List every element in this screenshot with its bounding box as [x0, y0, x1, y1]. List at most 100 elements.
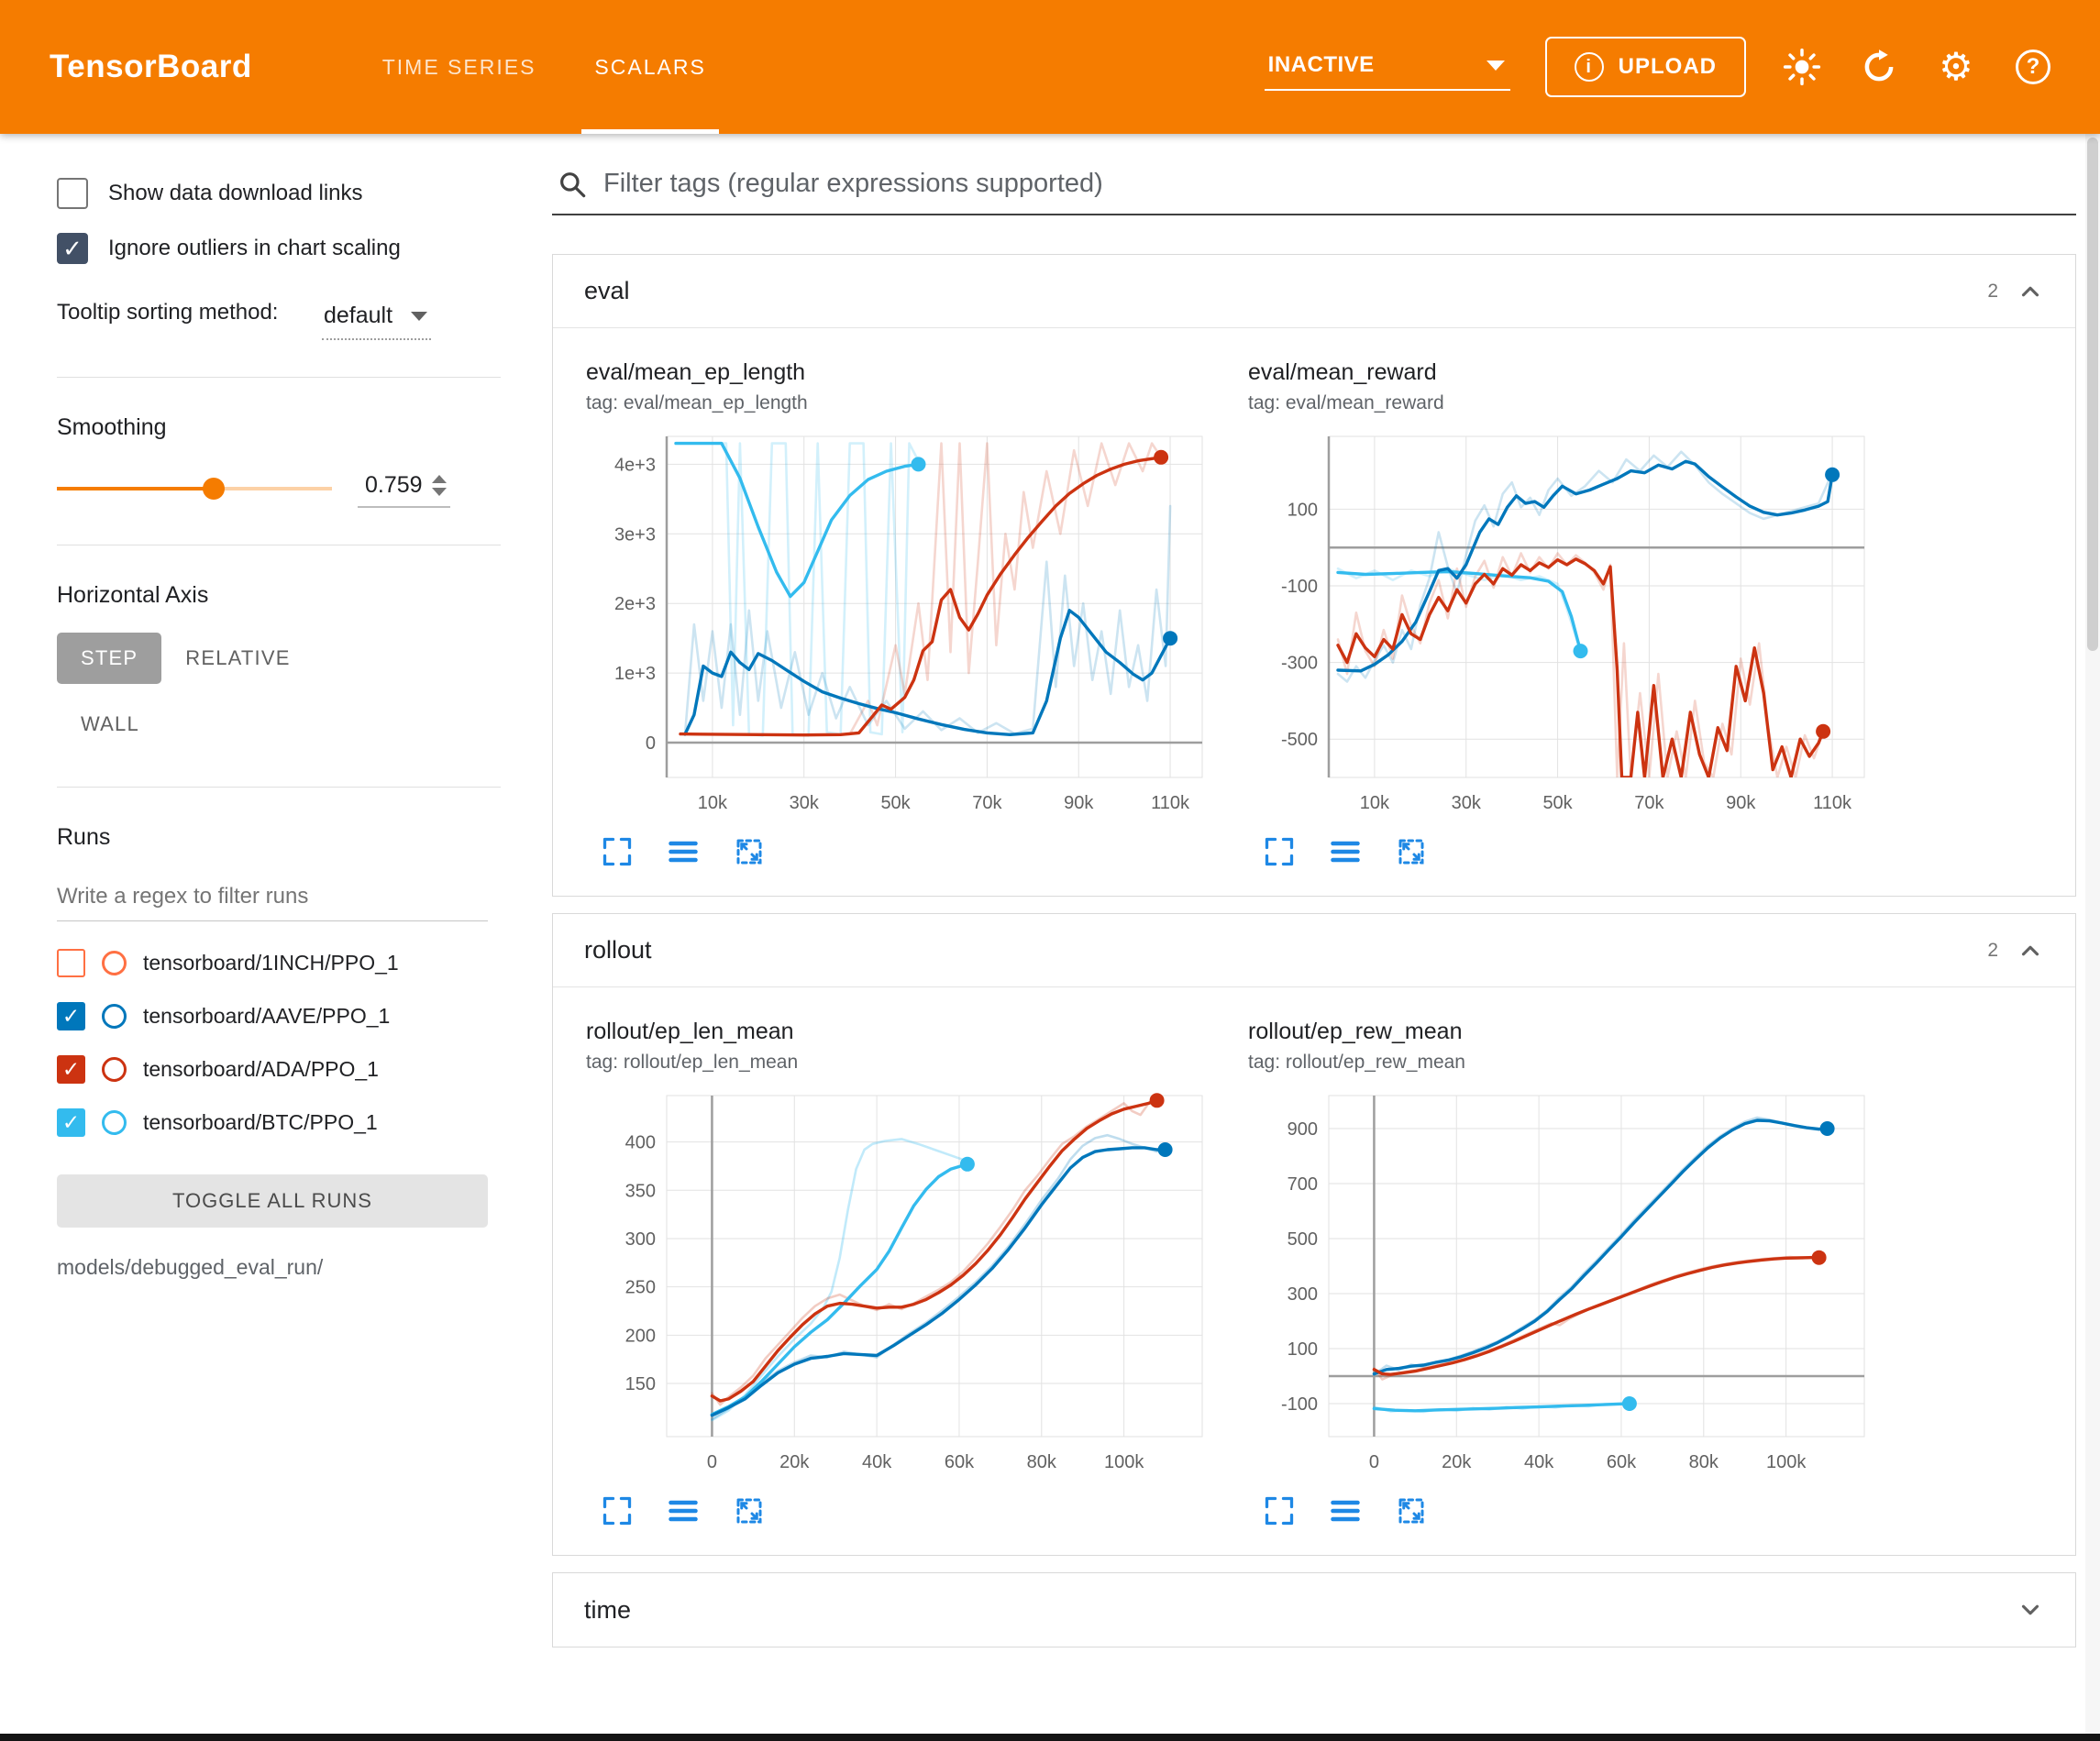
show-download-links-label: Show data download links	[108, 181, 363, 205]
run-color-ring-icon	[102, 1057, 127, 1082]
info-icon: i	[1574, 52, 1604, 82]
svg-text:60k: 60k	[1607, 1452, 1637, 1472]
run-item-aave[interactable]: ✓ tensorboard/AAVE/PPO_1	[57, 1002, 515, 1030]
svg-text:4e+3: 4e+3	[614, 455, 656, 475]
ignore-outliers-checkbox[interactable]: ✓	[57, 233, 88, 264]
run-color-ring-icon	[102, 1110, 127, 1135]
brightness-icon[interactable]	[1781, 46, 1823, 88]
app-header: TensorBoard TIME SERIES SCALARS INACTIVE…	[0, 0, 2100, 134]
fullscreen-icon[interactable]	[601, 835, 634, 868]
main-panel: eval 2 eval/mean_ep_length tag: eval/mea…	[543, 134, 2100, 1734]
run-checkbox[interactable]: ✓	[57, 1055, 85, 1084]
run-checkbox[interactable]	[57, 949, 85, 977]
chevron-up-icon[interactable]	[2017, 937, 2044, 964]
runs-label: Runs	[57, 824, 111, 850]
chevron-down-icon[interactable]	[2017, 1596, 2044, 1624]
section-rollout-header[interactable]: rollout 2	[553, 914, 2075, 987]
refresh-icon[interactable]	[1858, 46, 1900, 88]
chart-title: eval/mean_reward	[1248, 359, 1437, 385]
svg-text:500: 500	[1288, 1229, 1318, 1250]
filter-tags-input[interactable]	[603, 169, 2072, 199]
svg-text:100k: 100k	[1104, 1452, 1144, 1472]
section-count-badge: 2	[1987, 280, 1998, 302]
upload-button[interactable]: i UPLOAD	[1544, 37, 1746, 97]
line-chart[interactable]: 100 -100 -300 -500 10k 30k 50k 70k 90k 110k	[1248, 425, 1884, 820]
smoothing-slider[interactable]	[57, 472, 332, 505]
section-card-time: time	[552, 1572, 2076, 1647]
line-chart[interactable]: -100 100 300 500 700 900 0 20k 40k 60k 80k 100k	[1248, 1085, 1884, 1479]
section-time-header[interactable]: time	[553, 1573, 2075, 1647]
svg-text:90k: 90k	[1064, 793, 1094, 813]
svg-text:700: 700	[1288, 1174, 1318, 1195]
divider	[57, 787, 501, 788]
svg-text:100k: 100k	[1766, 1452, 1807, 1472]
fit-domain-icon[interactable]	[1395, 835, 1428, 868]
toggle-all-runs-button[interactable]: TOGGLE ALL RUNS	[57, 1174, 488, 1228]
data-table-icon[interactable]	[1329, 1494, 1362, 1527]
axis-relative-button[interactable]: RELATIVE	[185, 646, 291, 669]
runs-filter-input[interactable]	[57, 875, 488, 921]
fullscreen-icon[interactable]	[1263, 835, 1296, 868]
chart-card-rollout-ep-rew-mean: rollout/ep_rew_mean tag: rollout/ep_rew_…	[1248, 1019, 1884, 1531]
section-title: eval	[584, 277, 630, 304]
filter-tags-row	[552, 169, 2076, 215]
chevron-up-icon[interactable]	[2017, 278, 2044, 305]
vertical-scrollbar[interactable]	[2085, 134, 2100, 1734]
upload-label: UPLOAD	[1618, 54, 1717, 79]
fullscreen-icon[interactable]	[601, 1494, 634, 1527]
run-item-btc[interactable]: ✓ tensorboard/BTC/PPO_1	[57, 1108, 515, 1137]
svg-text:-500: -500	[1281, 730, 1318, 750]
chevron-down-icon	[1486, 60, 1505, 71]
run-checkbox[interactable]: ✓	[57, 1108, 85, 1137]
data-table-icon[interactable]	[667, 1494, 700, 1527]
fit-domain-icon[interactable]	[733, 1494, 766, 1527]
app-title: TensorBoard	[50, 49, 252, 84]
tab-scalars[interactable]: SCALARS	[565, 0, 735, 134]
svg-text:-100: -100	[1281, 1394, 1318, 1415]
fullscreen-icon[interactable]	[1263, 1494, 1296, 1527]
section-title: rollout	[584, 936, 652, 964]
status-value: INACTIVE	[1267, 52, 1375, 77]
run-item-1inch[interactable]: tensorboard/1INCH/PPO_1	[57, 949, 515, 977]
svg-text:-300: -300	[1281, 654, 1318, 674]
help-icon[interactable]: ?	[2012, 46, 2054, 88]
svg-text:110k: 110k	[1813, 793, 1852, 813]
run-checkbox[interactable]: ✓	[57, 1002, 85, 1030]
svg-text:3e+3: 3e+3	[614, 524, 656, 545]
section-card-rollout: rollout 2 rollout/ep_len_mean tag: rollo…	[552, 913, 2076, 1556]
runs-logdir-path: models/debugged_eval_run/	[57, 1255, 324, 1279]
svg-text:250: 250	[625, 1278, 656, 1298]
run-color-ring-icon	[102, 1004, 127, 1029]
svg-text:200: 200	[625, 1326, 656, 1346]
axis-wall-button[interactable]: WALL	[81, 712, 139, 735]
line-chart[interactable]: 150 200 250 300 350 400 0 20k 40k 60k 80k 100k	[586, 1085, 1222, 1479]
data-table-icon[interactable]	[667, 835, 700, 868]
slider-thumb[interactable]	[203, 477, 225, 500]
svg-text:400: 400	[625, 1133, 656, 1153]
svg-text:100: 100	[1288, 1339, 1318, 1360]
line-chart[interactable]: 0 1e+3 2e+3 3e+3 4e+3 10k 30k 50k 70k 90k 110k	[586, 425, 1222, 820]
status-dropdown[interactable]: INACTIVE	[1264, 43, 1510, 91]
divider	[57, 377, 501, 378]
smoothing-label: Smoothing	[57, 414, 167, 440]
svg-text:300: 300	[1288, 1284, 1318, 1305]
svg-text:900: 900	[1288, 1119, 1318, 1140]
tooltip-sorting-dropdown[interactable]: default	[322, 297, 432, 340]
settings-gear-icon[interactable]: ⚙	[1939, 45, 1973, 88]
svg-text:2e+3: 2e+3	[614, 594, 656, 614]
run-label: tensorboard/BTC/PPO_1	[143, 1110, 378, 1134]
axis-step-button[interactable]: STEP	[57, 633, 162, 684]
stepper-arrows-icon[interactable]	[431, 475, 447, 496]
run-item-ada[interactable]: ✓ tensorboard/ADA/PPO_1	[57, 1055, 515, 1084]
tab-time-series[interactable]: TIME SERIES	[381, 54, 536, 79]
fit-domain-icon[interactable]	[1395, 1494, 1428, 1527]
run-label: tensorboard/1INCH/PPO_1	[143, 951, 399, 975]
scrollbar-thumb[interactable]	[2087, 138, 2098, 651]
smoothing-value-input[interactable]: 0.759	[358, 468, 450, 508]
section-eval-header[interactable]: eval 2	[553, 255, 2075, 328]
svg-text:30k: 30k	[1452, 793, 1482, 813]
show-download-links-checkbox[interactable]	[57, 178, 88, 209]
fit-domain-icon[interactable]	[733, 835, 766, 868]
settings-sidebar: Show data download links ✓ Ignore outlie…	[0, 134, 543, 1734]
data-table-icon[interactable]	[1329, 835, 1362, 868]
